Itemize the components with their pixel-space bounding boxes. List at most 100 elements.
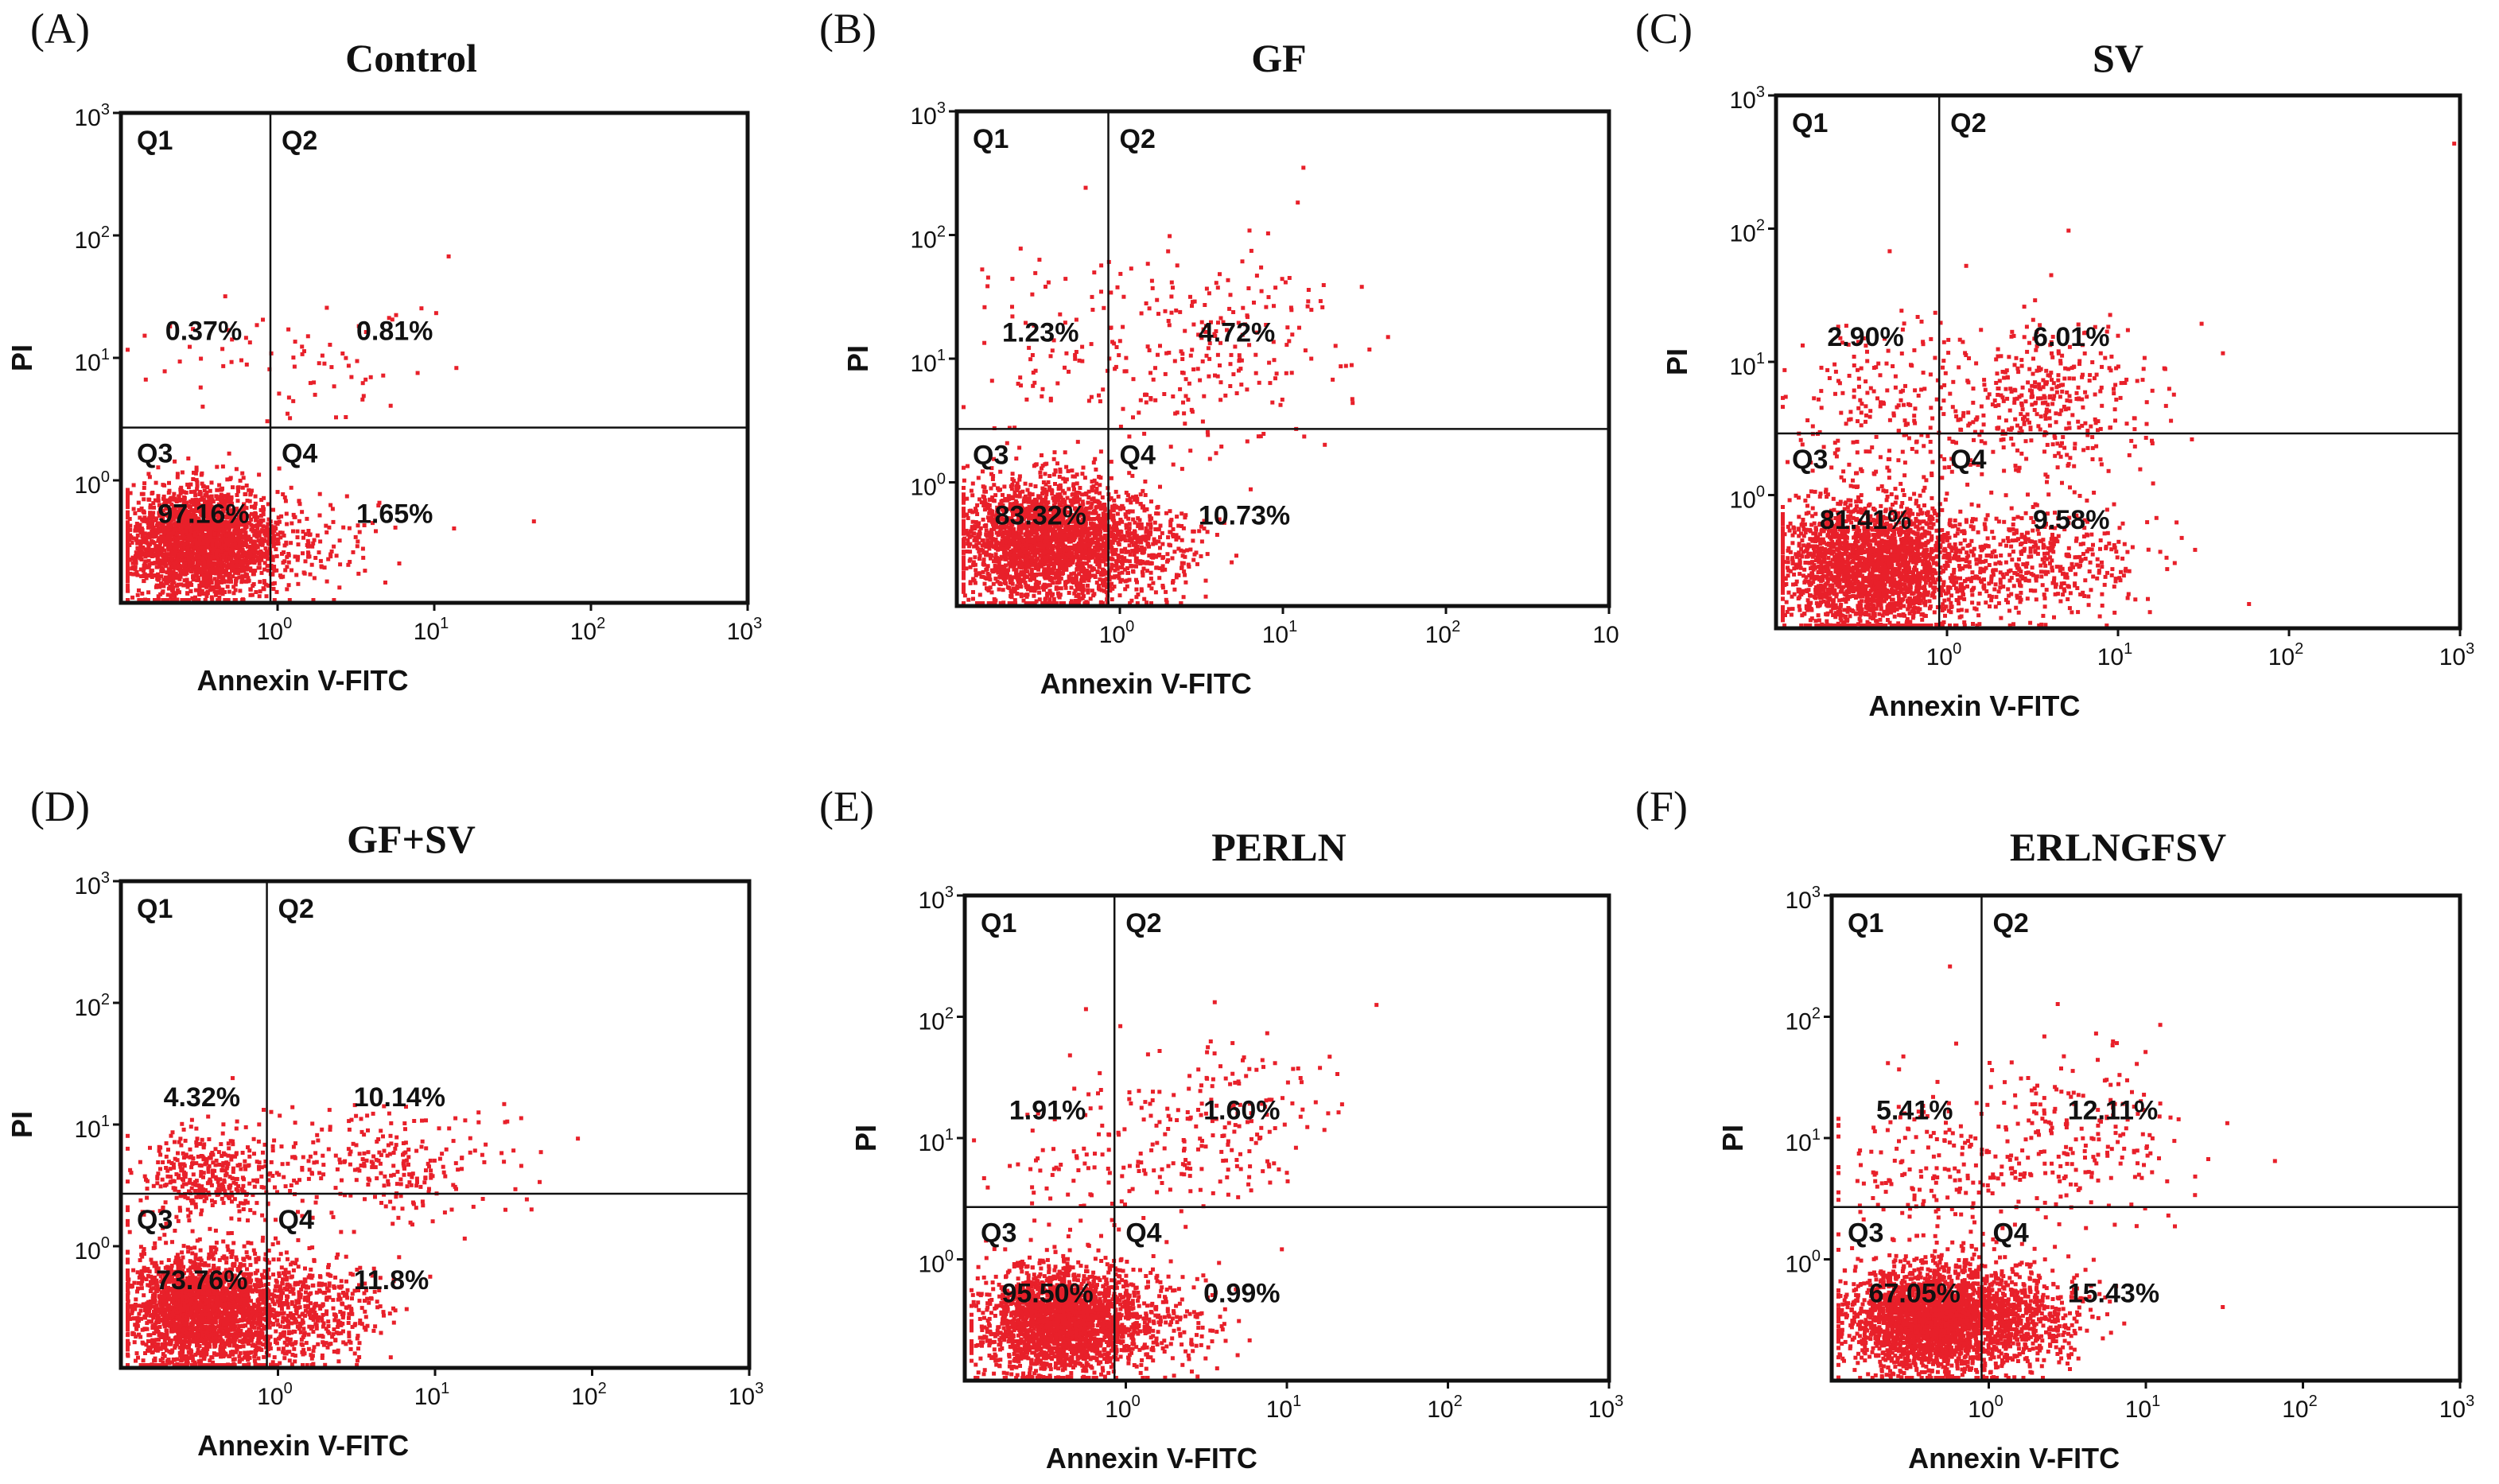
event-dot — [146, 558, 151, 563]
event-dot — [150, 513, 154, 517]
event-dot — [962, 465, 966, 470]
event-dot — [1005, 542, 1009, 546]
event-dot — [1048, 562, 1053, 567]
event-dot — [181, 558, 186, 563]
event-dot — [184, 519, 188, 523]
event-dot — [972, 538, 977, 542]
event-dot — [165, 592, 170, 597]
event-dot — [142, 333, 147, 338]
event-dot — [1041, 551, 1046, 556]
event-dot — [1024, 601, 1028, 605]
event-dot — [150, 529, 154, 534]
event-dot — [1034, 515, 1039, 519]
event-dot — [227, 451, 231, 456]
event-dot — [200, 481, 204, 486]
event-dot — [221, 528, 226, 532]
event-dot — [232, 519, 237, 523]
event-dot — [995, 505, 1000, 510]
event-dot — [240, 598, 245, 602]
event-dot — [1086, 578, 1091, 583]
event-dot — [1104, 554, 1109, 558]
event-dot — [216, 560, 221, 565]
event-dot — [126, 513, 130, 518]
event-dot — [1147, 544, 1151, 549]
quadrant-label-q1: Q1 — [137, 126, 173, 156]
event-dot — [173, 571, 178, 576]
event-dot — [1069, 545, 1073, 550]
event-dot — [231, 539, 235, 544]
event-dot — [1135, 601, 1140, 605]
event-dot — [1135, 496, 1140, 501]
event-dot — [235, 563, 239, 568]
event-dot — [213, 536, 218, 541]
event-dot — [1019, 520, 1024, 525]
event-dot — [1008, 516, 1012, 521]
event-dot — [257, 523, 262, 527]
event-dot — [1153, 527, 1158, 531]
event-dot — [1077, 497, 1082, 502]
event-dot — [1057, 542, 1061, 547]
event-dot — [1097, 565, 1102, 569]
event-dot — [962, 507, 966, 511]
event-dot — [174, 591, 178, 596]
outlier-dot — [387, 316, 391, 320]
event-dot — [178, 498, 183, 502]
event-dot — [139, 553, 144, 557]
event-dot — [1014, 456, 1019, 461]
event-dot — [973, 562, 977, 567]
event-dot — [244, 362, 249, 367]
event-dot — [1024, 528, 1029, 532]
event-dot — [1045, 506, 1050, 511]
event-dot — [1043, 472, 1047, 476]
event-dot — [1024, 496, 1028, 501]
event-dot — [175, 542, 180, 547]
event-dot — [1079, 574, 1084, 579]
event-dot — [1053, 482, 1057, 486]
event-dot — [227, 576, 231, 581]
event-dot — [266, 551, 271, 556]
event-dot — [262, 561, 267, 565]
event-dot — [1058, 492, 1063, 497]
event-dot — [224, 554, 229, 558]
event-dot — [1051, 596, 1056, 601]
event-dot — [184, 515, 188, 519]
event-dot — [126, 502, 130, 507]
event-dot — [236, 568, 241, 573]
event-dot — [159, 565, 164, 570]
event-dot — [248, 550, 253, 555]
event-dot — [195, 484, 200, 488]
event-dot — [355, 544, 359, 549]
event-dot — [196, 598, 201, 602]
event-dot — [1051, 551, 1056, 556]
event-dot — [257, 565, 262, 570]
event-dot — [1000, 546, 1005, 551]
event-dot — [238, 569, 243, 573]
population-cluster-4 — [126, 317, 317, 409]
event-dot — [223, 514, 227, 519]
event-dot — [212, 524, 216, 529]
event-dot — [969, 529, 973, 534]
event-dot — [204, 538, 208, 542]
event-dot — [236, 538, 241, 542]
event-dot — [968, 550, 973, 554]
event-dot — [1037, 506, 1042, 511]
event-dot — [992, 456, 996, 461]
event-dot — [1015, 585, 1020, 590]
event-dot — [1118, 507, 1123, 511]
event-dot — [1080, 492, 1084, 497]
event-dot — [153, 561, 157, 565]
event-dot — [134, 558, 138, 563]
event-dot — [1032, 558, 1036, 563]
event-dot — [1004, 508, 1009, 513]
event-dot — [1094, 487, 1099, 491]
event-dot — [1051, 600, 1056, 604]
event-dot — [274, 554, 279, 558]
event-dot — [230, 337, 235, 342]
event-dot — [1124, 491, 1129, 495]
event-dot — [185, 542, 190, 546]
event-dot — [217, 575, 221, 580]
event-dot — [157, 558, 161, 563]
event-dot — [970, 481, 975, 486]
event-dot — [131, 565, 136, 569]
event-dot — [1013, 499, 1018, 503]
